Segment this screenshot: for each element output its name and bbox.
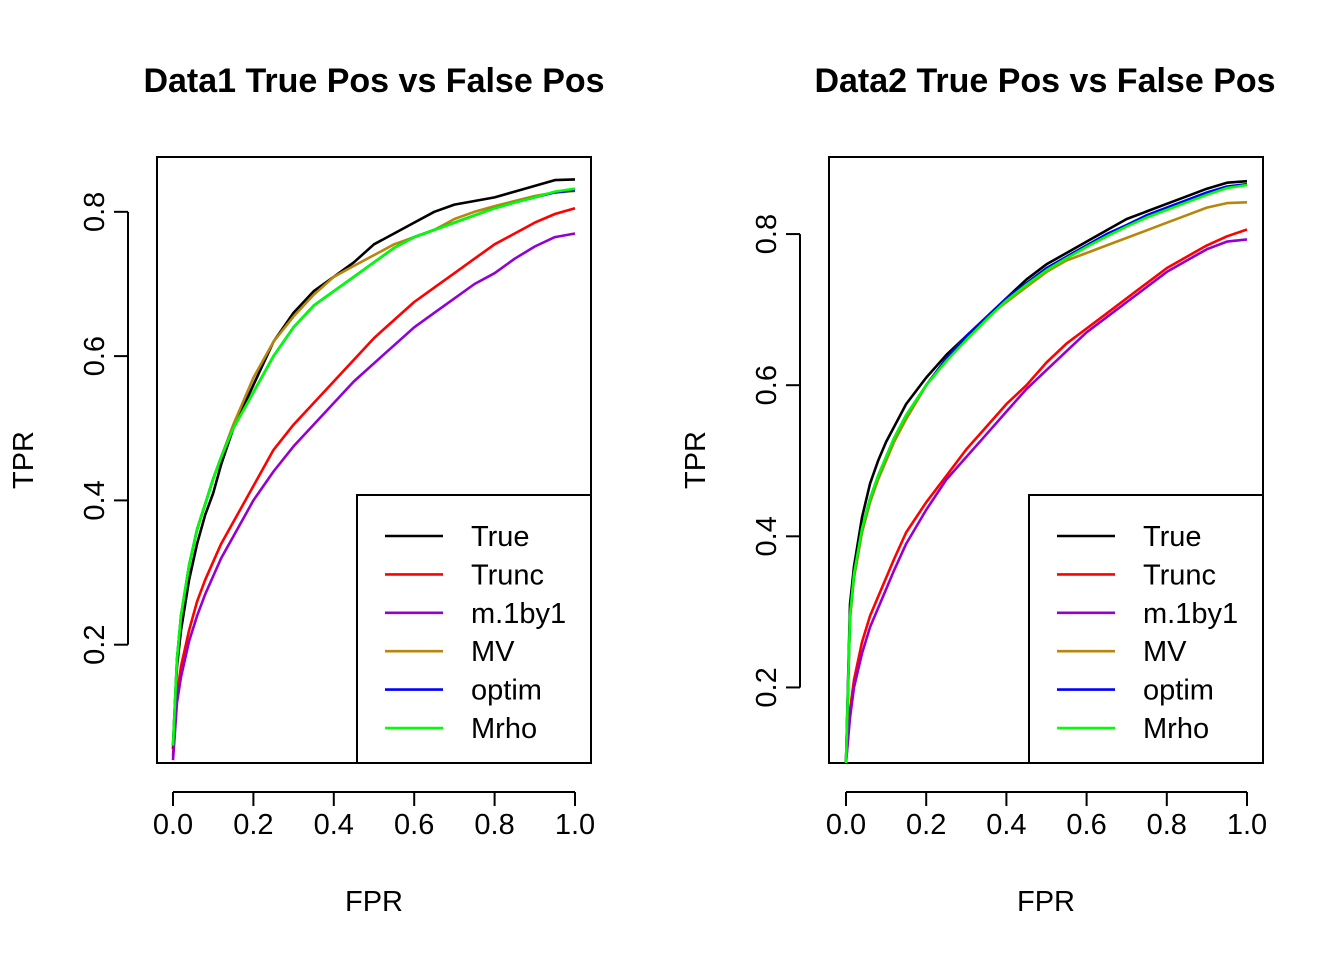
legend-box bbox=[1028, 494, 1264, 764]
series-line-m-1by1 bbox=[844, 238, 1248, 764]
legend-label: optim bbox=[471, 675, 542, 707]
legend: True Trunc m.1by1 MV optim Mrho bbox=[1028, 494, 1264, 764]
legend-label: Mrho bbox=[1143, 713, 1209, 745]
x-tick-label: 0.2 bbox=[906, 809, 946, 841]
series-line-m-1by1 bbox=[171, 232, 576, 761]
legend: True Trunc m.1by1 MV optim Mrho bbox=[356, 494, 592, 764]
series-line-mrho bbox=[171, 187, 576, 746]
x-axis: 0.0 0.2 0.4 0.6 0.8 1.0 bbox=[826, 791, 1267, 841]
x-tick-label: 1.0 bbox=[555, 809, 595, 841]
x-tick-label: 1.0 bbox=[1227, 809, 1267, 841]
legend-label: m.1by1 bbox=[1143, 598, 1238, 630]
series-line-true bbox=[171, 178, 576, 750]
chart-title: Data2 True Pos vs False Pos bbox=[814, 62, 1275, 100]
y-tick-label: 0.6 bbox=[751, 365, 783, 405]
y-axis: 0.2 0.4 0.6 0.8 bbox=[751, 214, 801, 708]
y-tick-label: 0.6 bbox=[79, 336, 111, 376]
chart-panel-data1: Data1 True Pos vs False Pos FPR TPR 0.0 0… bbox=[8, 62, 605, 918]
series-lines bbox=[171, 178, 576, 761]
x-tick-label: 0.6 bbox=[1066, 809, 1106, 841]
legend-label: MV bbox=[471, 636, 515, 668]
y-axis: 0.2 0.4 0.6 0.8 bbox=[79, 192, 129, 665]
series-line-trunc bbox=[844, 228, 1248, 764]
legend-label: True bbox=[471, 521, 530, 553]
x-tick-label: 0.8 bbox=[1147, 809, 1187, 841]
series-lines bbox=[844, 179, 1248, 764]
y-axis-label: TPR bbox=[8, 431, 40, 489]
series-line-mrho bbox=[844, 183, 1248, 764]
y-axis-label: TPR bbox=[680, 431, 712, 489]
y-tick-label: 0.4 bbox=[79, 480, 111, 520]
x-tick-label: 0.8 bbox=[474, 809, 514, 841]
legend-label: Trunc bbox=[471, 559, 544, 591]
x-tick-label: 0.4 bbox=[986, 809, 1026, 841]
x-axis-label: FPR bbox=[345, 886, 403, 918]
legend-box bbox=[356, 494, 592, 764]
x-axis: 0.0 0.2 0.4 0.6 0.8 1.0 bbox=[153, 791, 595, 841]
x-tick-label: 0.2 bbox=[233, 809, 273, 841]
x-tick-label: 0.0 bbox=[153, 809, 193, 841]
y-tick-label: 0.2 bbox=[79, 625, 111, 665]
chart-panel-data2: Data2 True Pos vs False Pos FPR TPR 0.0 0… bbox=[680, 62, 1276, 918]
legend-label: m.1by1 bbox=[471, 598, 566, 630]
chart-title: Data1 True Pos vs False Pos bbox=[143, 62, 604, 100]
legend-label: MV bbox=[1143, 636, 1187, 668]
y-tick-label: 0.2 bbox=[751, 667, 783, 707]
y-tick-label: 0.8 bbox=[79, 192, 111, 232]
y-tick-label: 0.4 bbox=[751, 516, 783, 556]
legend-label: optim bbox=[1143, 675, 1214, 707]
x-tick-label: 0.4 bbox=[314, 809, 354, 841]
x-axis-label: FPR bbox=[1017, 886, 1075, 918]
x-tick-label: 0.6 bbox=[394, 809, 434, 841]
x-tick-label: 0.0 bbox=[826, 809, 866, 841]
series-line-trunc bbox=[171, 206, 576, 757]
legend-label: Mrho bbox=[471, 713, 537, 745]
legend-label: Trunc bbox=[1143, 559, 1216, 591]
legend-label: True bbox=[1143, 521, 1202, 553]
y-tick-label: 0.8 bbox=[751, 214, 783, 254]
